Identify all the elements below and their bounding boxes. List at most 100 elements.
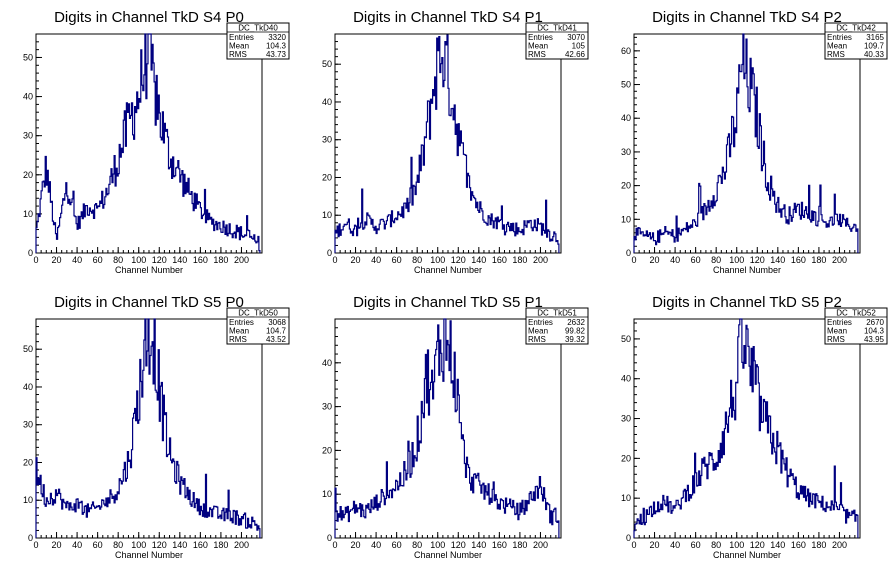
stats-rms-label: RMS (229, 335, 247, 344)
x-tick-label: 180 (811, 255, 826, 265)
y-tick-label: 40 (23, 382, 33, 392)
stats-entries-label: Entries (229, 33, 254, 42)
y-tick-label: 10 (23, 209, 33, 219)
x-tick-label: 160 (791, 255, 806, 265)
x-tick-label: 180 (213, 255, 228, 265)
x-tick-label: 160 (492, 255, 507, 265)
stats-entries-value: 3068 (268, 318, 286, 327)
x-tick-label: 200 (832, 540, 847, 550)
y-tick-label: 0 (28, 248, 33, 258)
y-tick-label: 10 (23, 495, 33, 505)
x-axis-label: Channel Number (713, 265, 781, 275)
x-tick-label: 140 (471, 540, 486, 550)
chart-panel-5: Digits in Channel TkD S5 P20 20 40 60 80 100 1… (621, 294, 888, 560)
chart-title: Digits in Channel TkD S4 P0 (54, 9, 244, 26)
x-tick-label: 100 (131, 255, 146, 265)
x-tick-label: 80 (711, 540, 721, 550)
stats-entries-label: Entries (528, 33, 553, 42)
x-tick-label: 40 (670, 540, 680, 550)
y-tick-label: 30 (23, 420, 33, 430)
x-tick-label: 0 (631, 540, 636, 550)
chart-panel-1: Digits in Channel TkD S4 P10 20 40 60 80 100 1… (322, 9, 589, 275)
y-tick-label: 20 (621, 453, 631, 463)
x-tick-label: 100 (430, 255, 445, 265)
stats-rms-value: 42.66 (565, 50, 586, 59)
x-tick-label: 180 (213, 540, 228, 550)
stats-box (226, 22, 290, 60)
stats-mean-value: 105 (572, 42, 586, 51)
chart-title: Digits in Channel TkD S5 P2 (652, 294, 842, 311)
chart-panel-4: Digits in Channel TkD S5 P10 20 40 60 80 100 1… (322, 294, 589, 560)
x-tick-label: 200 (533, 255, 548, 265)
x-tick-label: 40 (371, 540, 381, 550)
stats-entries-value: 2632 (567, 318, 585, 327)
chart-title: Digits in Channel TkD S5 P0 (54, 294, 244, 311)
x-tick-label: 180 (811, 540, 826, 550)
x-tick-label: 140 (770, 255, 785, 265)
x-tick-label: 120 (451, 255, 466, 265)
x-tick-label: 80 (113, 540, 123, 550)
x-tick-label: 160 (492, 540, 507, 550)
stats-mean-value: 99.82 (565, 327, 586, 336)
stats-rms-label: RMS (528, 335, 546, 344)
stats-box (525, 307, 589, 345)
stats-rms-value: 43.73 (266, 50, 287, 59)
stats-entries-label: Entries (229, 318, 254, 327)
x-tick-label: 120 (750, 540, 765, 550)
chart-title: Digits in Channel TkD S5 P1 (353, 294, 543, 311)
stats-rms-value: 39.32 (565, 335, 586, 344)
y-tick-label: 30 (621, 414, 631, 424)
stats-mean-value: 104.3 (864, 327, 885, 336)
stats-name: DC_TkD51 (537, 309, 577, 318)
stats-entries-value: 2670 (866, 318, 884, 327)
y-tick-label: 50 (23, 52, 33, 62)
x-tick-label: 60 (93, 540, 103, 550)
x-axis-label: Channel Number (115, 265, 183, 275)
x-tick-label: 100 (430, 540, 445, 550)
x-tick-label: 0 (33, 255, 38, 265)
y-tick-label: 10 (621, 493, 631, 503)
x-tick-label: 40 (371, 255, 381, 265)
x-tick-label: 0 (332, 540, 337, 550)
x-axis-label: Channel Number (115, 550, 183, 560)
x-tick-label: 200 (533, 540, 548, 550)
stats-entries-value: 3165 (866, 33, 884, 42)
y-tick-label: 10 (322, 489, 332, 499)
y-tick-label: 10 (322, 210, 332, 220)
stats-mean-value: 104.7 (266, 327, 287, 336)
x-tick-label: 120 (750, 255, 765, 265)
x-tick-label: 200 (234, 255, 249, 265)
y-tick-label: 40 (322, 358, 332, 368)
stats-box (525, 22, 589, 60)
histogram-series (633, 318, 859, 538)
y-tick-label: 30 (621, 147, 631, 157)
y-tick-label: 0 (626, 248, 631, 258)
stats-rms-value: 43.95 (864, 335, 885, 344)
stats-rms-value: 40.33 (864, 50, 885, 59)
x-tick-label: 60 (392, 540, 402, 550)
x-tick-label: 200 (234, 540, 249, 550)
stats-rms-label: RMS (827, 50, 845, 59)
stats-name: DC_TkD52 (836, 309, 876, 318)
stats-mean-value: 104.3 (266, 42, 287, 51)
x-tick-label: 120 (152, 540, 167, 550)
x-tick-label: 60 (392, 255, 402, 265)
histogram-series (35, 33, 261, 253)
x-tick-label: 140 (172, 255, 187, 265)
x-tick-label: 160 (193, 255, 208, 265)
chart-panel-2: Digits in Channel TkD S4 P20 20 40 60 80 100 1… (621, 9, 888, 275)
y-tick-label: 30 (322, 402, 332, 412)
x-tick-label: 140 (172, 540, 187, 550)
stats-name: DC_TkD40 (238, 24, 278, 33)
stats-box (226, 307, 290, 345)
y-tick-label: 20 (23, 170, 33, 180)
y-tick-label: 30 (322, 135, 332, 145)
stats-entries-value: 3320 (268, 33, 286, 42)
y-tick-label: 40 (621, 374, 631, 384)
histogram-series (334, 318, 560, 538)
y-tick-label: 0 (327, 533, 332, 543)
x-tick-label: 100 (729, 255, 744, 265)
x-tick-label: 20 (650, 255, 660, 265)
chart-panel-3: Digits in Channel TkD S5 P00 20 40 60 80 100 1… (23, 294, 290, 560)
